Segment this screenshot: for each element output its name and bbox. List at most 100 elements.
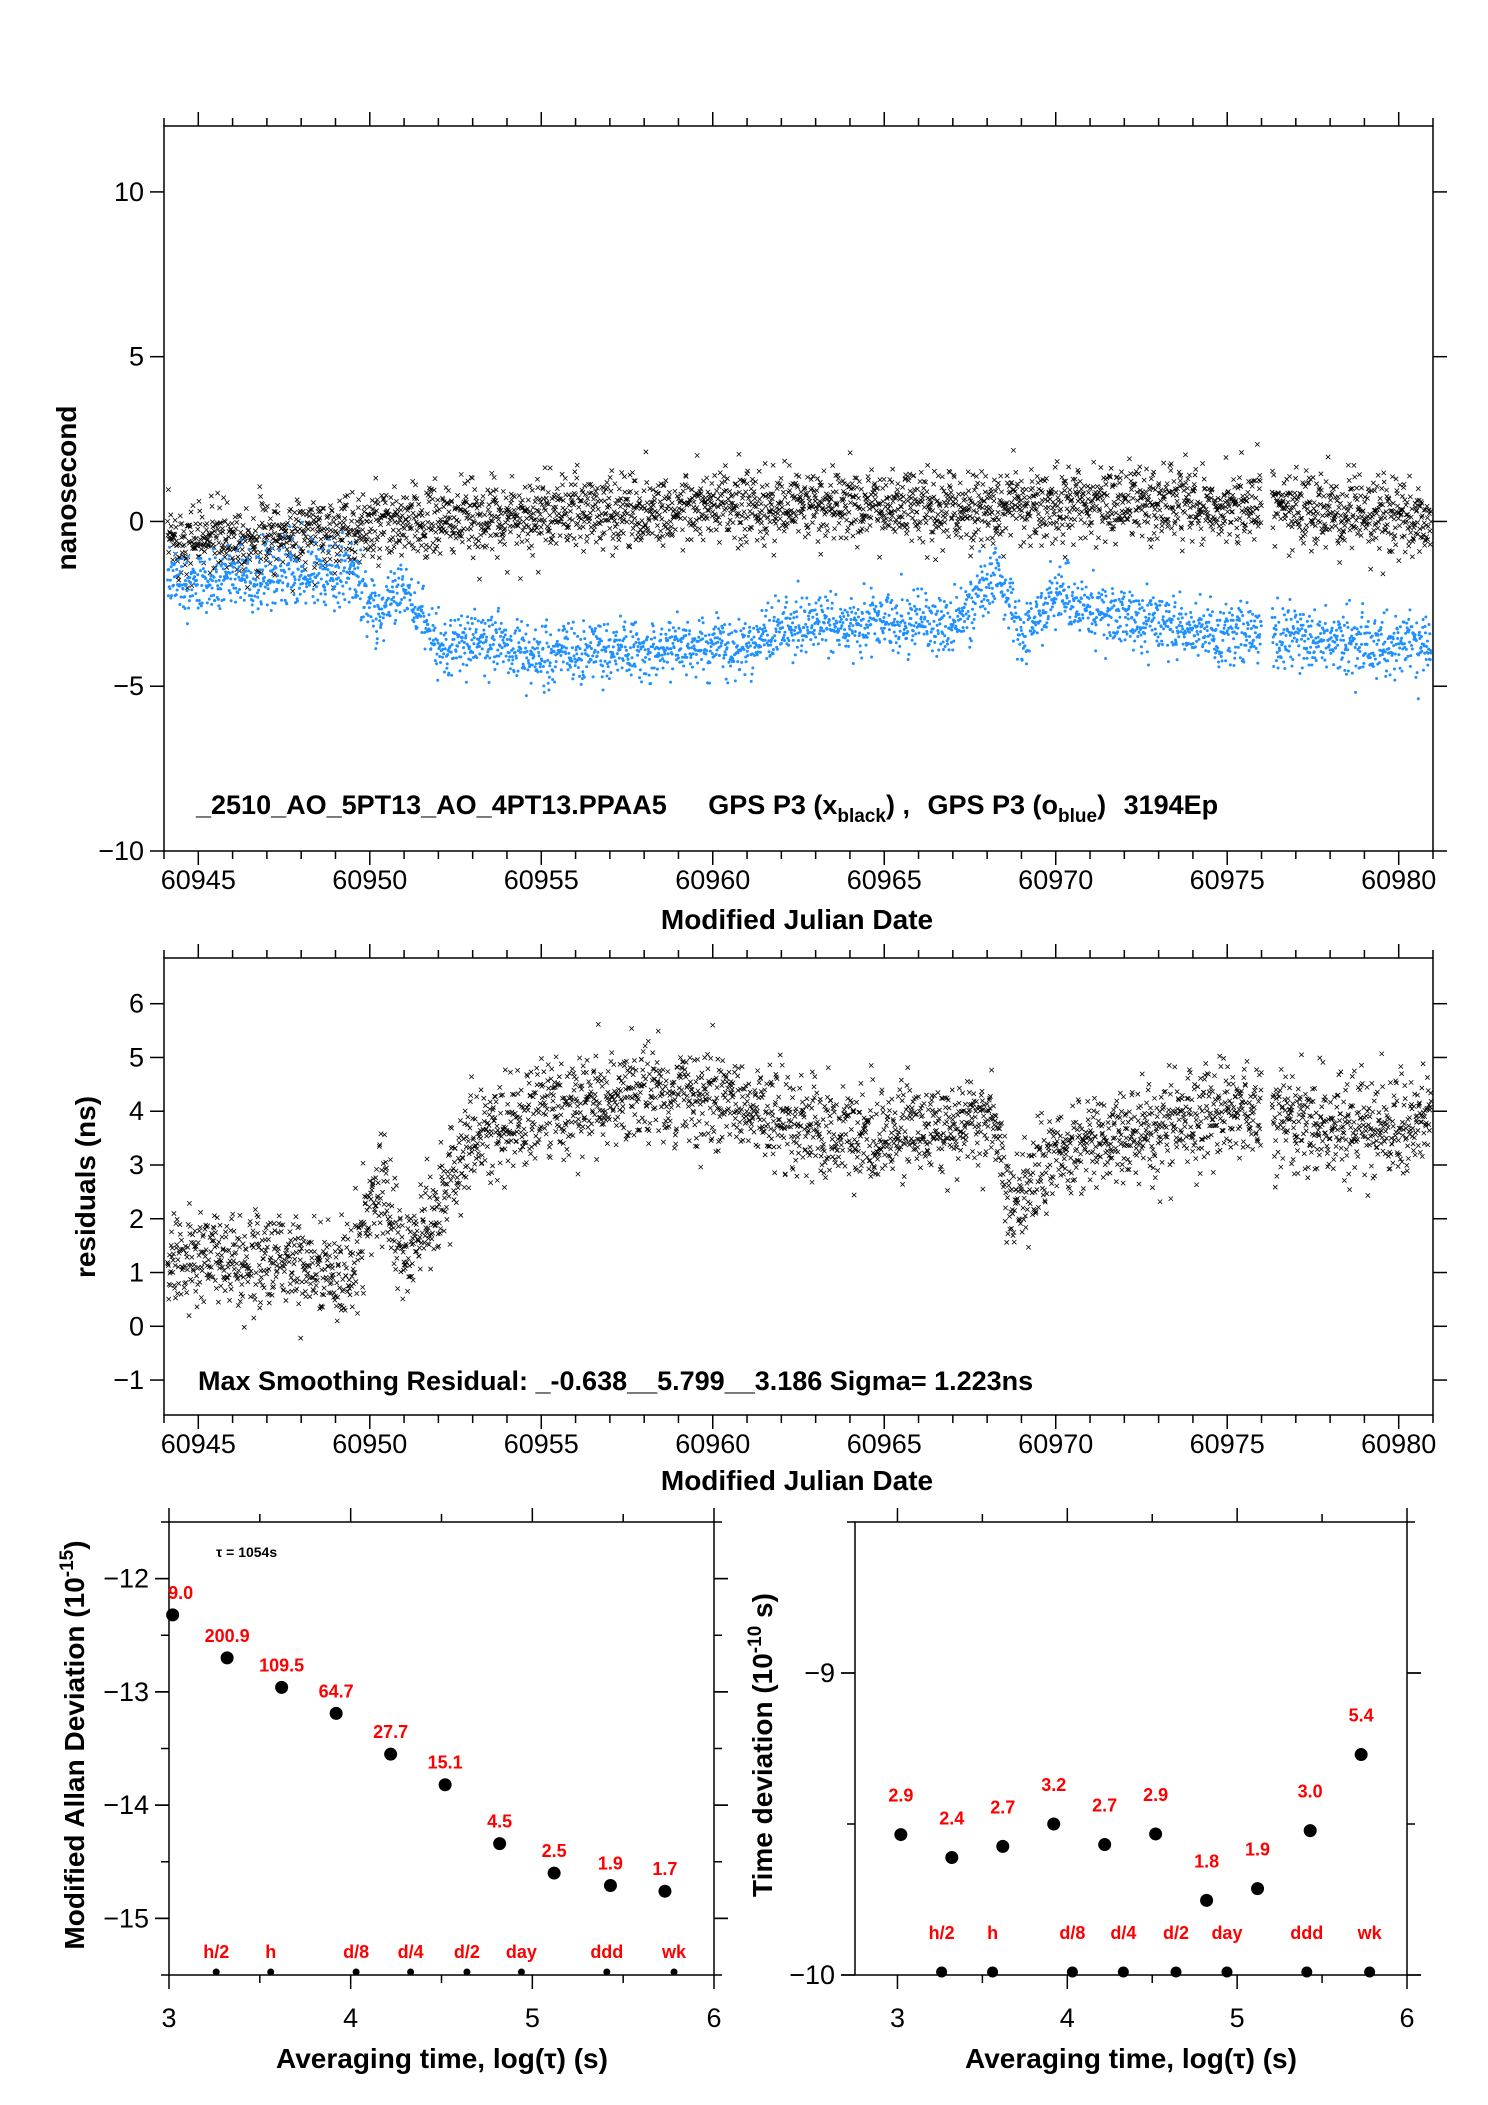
data-point-o [255,583,259,587]
data-point-o [692,644,696,648]
data-point-x [588,481,594,487]
data-point-o [545,670,549,674]
data-point-o [167,567,171,571]
data-point-x [437,551,443,556]
data-point-x [525,497,531,503]
data-point-x [316,523,322,529]
data-point-x [1039,543,1045,549]
data-point-x [1054,459,1060,464]
data-point-x [632,478,638,484]
data-point-o [441,655,445,659]
data-point-x [1391,536,1397,542]
data-point-x [368,519,374,525]
data-point-o [849,621,853,625]
data-point-o [265,539,269,543]
data-point-x [985,536,991,542]
data-point-x [1255,514,1261,520]
data-point-x [478,532,484,538]
data-point-x [983,473,989,479]
data-point-x [1377,496,1383,502]
data-point-x [941,528,946,534]
data-point-x [532,516,538,522]
data-point-o [408,583,412,587]
data-point-o [557,628,561,632]
data-point-o [831,650,835,654]
data-point-o [850,610,854,614]
data-point-x [659,503,665,509]
data-point-o [501,638,505,642]
data-point-x [503,520,509,526]
data-point-x [283,528,289,534]
data-point-x [1173,511,1179,517]
data-point-x [918,469,924,475]
data-point-o [266,587,270,591]
data-point-o [611,652,615,656]
data-point-o [596,650,600,654]
data-point-o [646,635,650,639]
data-point-o [456,644,460,648]
data-point-o [248,588,252,592]
data-point-x [459,533,465,539]
data-point-o [283,570,287,574]
data-point-o [280,574,284,578]
data-point-x [527,483,533,489]
data-point-x [1381,470,1387,476]
data-point-x [1270,468,1275,474]
data-point-x [574,475,580,481]
data-point-x [476,538,482,544]
data-point-x [739,501,745,507]
data-point-x [964,532,970,538]
data-point-o [621,658,625,662]
data-point-o [755,653,759,657]
data-point-o [493,621,497,625]
data-point-x [326,512,332,518]
data-point-o [333,585,337,589]
data-point-x [1037,520,1043,526]
data-point-x [476,503,482,509]
data-point-o [239,595,243,599]
data-point-o [513,650,517,654]
data-point-x [205,542,211,548]
data-point-o [707,633,711,637]
data-point-x [167,530,173,536]
data-point-o [856,615,860,619]
data-point-x [1171,478,1177,484]
data-point-x [196,498,202,504]
data-point-x [215,490,221,496]
data-point-o [457,633,461,637]
data-point-x [303,534,309,540]
data-point-o [748,629,752,633]
data-point-o [250,603,254,607]
data-point-o [284,552,288,556]
data-point-o [638,668,642,672]
data-point-o [226,576,230,580]
data-point-x [568,481,574,487]
data-point-x [486,502,492,508]
data-point-x [675,514,681,520]
data-point-o [525,656,529,660]
data-point-o [174,574,178,578]
data-point-x [901,499,907,505]
data-point-o [485,654,489,658]
data-point-x [285,520,291,526]
data-point-x [385,508,391,514]
data-point-o [591,632,595,636]
data-point-x [538,499,544,505]
data-point-o [269,608,273,612]
data-point-o [818,596,822,600]
data-point-x [592,521,598,527]
data-point-o [780,620,784,624]
data-point-x [1333,484,1339,489]
data-point-x [301,528,307,534]
data-point-x [1028,466,1034,472]
data-point-x [271,530,277,536]
data-point-x [958,534,964,540]
data-point-o [805,625,809,629]
data-point-o [732,659,736,663]
data-point-o [220,562,224,566]
data-point-x [509,473,515,479]
data-point-o [326,548,330,552]
data-point-x [1062,488,1068,493]
data-point-x [1023,486,1029,492]
data-point-o [854,618,858,622]
